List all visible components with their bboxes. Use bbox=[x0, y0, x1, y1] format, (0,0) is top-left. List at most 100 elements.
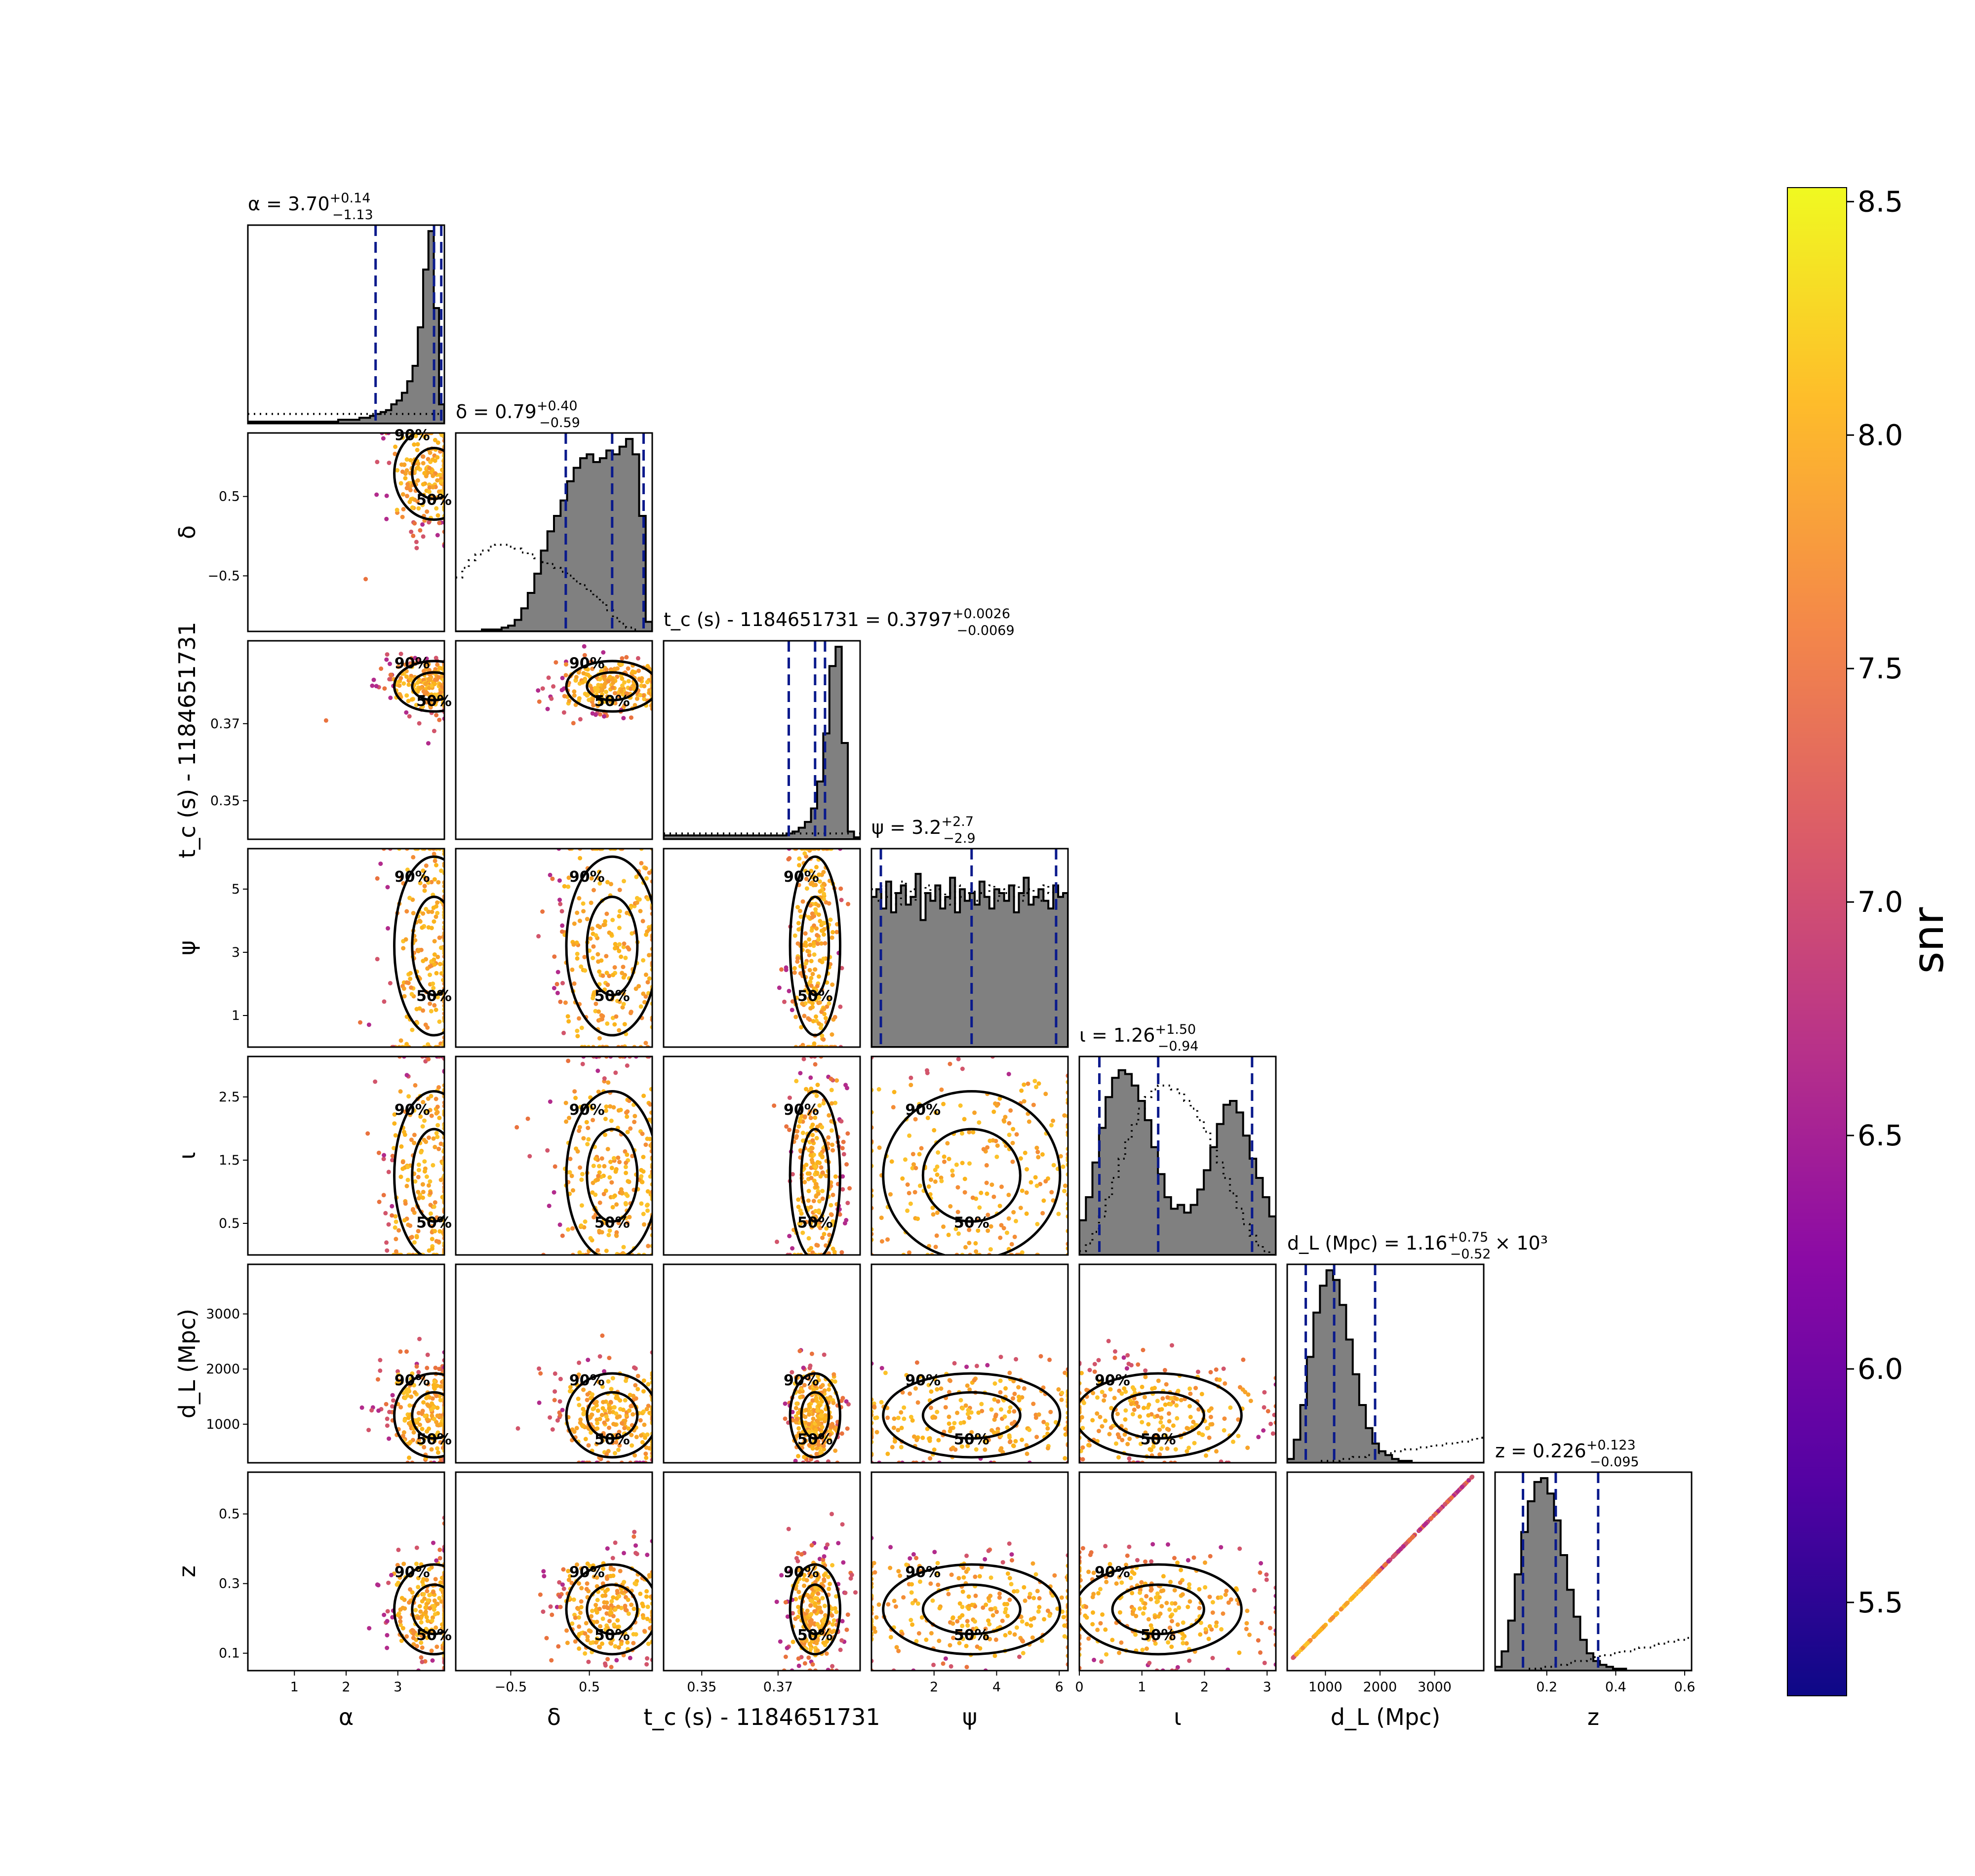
scatter-point bbox=[996, 1399, 1000, 1404]
scatter-point bbox=[941, 1224, 946, 1229]
scatter-point bbox=[802, 1661, 807, 1666]
scatter-point bbox=[994, 1154, 999, 1159]
scatter-point bbox=[430, 1237, 434, 1242]
contour-label-50: 50% bbox=[594, 988, 630, 1005]
scatter-point bbox=[817, 872, 822, 877]
scatter-point bbox=[577, 1125, 582, 1130]
contour-50 bbox=[586, 1583, 639, 1636]
scatter-point bbox=[613, 946, 617, 951]
scatter-point bbox=[926, 1184, 931, 1189]
panel-frame bbox=[870, 1055, 1069, 1256]
scatter-point bbox=[407, 500, 412, 505]
scatter-point bbox=[809, 983, 814, 988]
scatter-point bbox=[561, 1030, 566, 1035]
scatter-point bbox=[560, 675, 565, 680]
scatter-point bbox=[418, 528, 423, 533]
scatter-point bbox=[425, 966, 430, 971]
scatter-point bbox=[891, 1105, 896, 1110]
scatter-point bbox=[642, 1629, 647, 1634]
scatter-point bbox=[553, 1371, 557, 1376]
scatter-point bbox=[622, 1426, 627, 1431]
scatter-point bbox=[841, 1560, 846, 1565]
scatter-point bbox=[814, 1184, 819, 1189]
scatter-point bbox=[538, 1371, 543, 1376]
scatter-point bbox=[1024, 1190, 1029, 1195]
scatter-point bbox=[824, 1173, 829, 1178]
contour-50 bbox=[800, 1583, 830, 1636]
scatter-point bbox=[433, 1366, 438, 1370]
panel-frame bbox=[663, 1471, 861, 1672]
scatter-point bbox=[883, 1370, 888, 1375]
scatter-point bbox=[802, 1454, 807, 1459]
scatter-point bbox=[384, 1240, 389, 1245]
scatter-point bbox=[795, 1129, 800, 1134]
scatter-point bbox=[804, 1163, 809, 1167]
scatter-point bbox=[610, 701, 615, 705]
scatter-point bbox=[421, 689, 426, 694]
scatter-point bbox=[986, 1228, 990, 1233]
scatter-point bbox=[988, 1138, 992, 1143]
scatter-point bbox=[617, 1160, 622, 1165]
scatter-point bbox=[1011, 1443, 1016, 1448]
scatter-point bbox=[644, 1662, 649, 1667]
scatter-point bbox=[634, 874, 639, 879]
scatter-point bbox=[392, 1146, 396, 1151]
scatter-point bbox=[635, 1387, 640, 1392]
scatter-point bbox=[594, 1403, 599, 1408]
contour-label-50: 50% bbox=[954, 1214, 989, 1231]
scatter-point bbox=[434, 713, 439, 718]
scatter-point bbox=[798, 914, 803, 919]
scatter-point bbox=[577, 1360, 582, 1365]
scatter-point bbox=[437, 1019, 442, 1024]
scatter-point bbox=[577, 1403, 582, 1407]
scatter-point bbox=[820, 1155, 825, 1160]
scatter-point bbox=[1199, 1392, 1204, 1397]
scatter-point bbox=[381, 1157, 386, 1162]
scatter-point bbox=[388, 981, 393, 985]
scatter-point bbox=[815, 1419, 820, 1424]
scatter-point bbox=[892, 1416, 897, 1421]
scatter-point bbox=[818, 1174, 823, 1179]
scatter-point bbox=[900, 1176, 905, 1181]
scatter-point bbox=[793, 1015, 798, 1019]
scatter-point bbox=[400, 1160, 405, 1165]
title-suffix: × 10³ bbox=[1495, 1232, 1548, 1254]
scatter-point bbox=[394, 1249, 398, 1254]
scatter-point bbox=[405, 494, 409, 499]
scatter-point bbox=[977, 1120, 982, 1125]
scatter-point bbox=[557, 1580, 562, 1585]
scatter-point bbox=[795, 1551, 800, 1556]
scatter-point bbox=[410, 505, 415, 510]
scatter-point bbox=[401, 986, 406, 991]
scatter-point bbox=[1012, 1632, 1017, 1637]
scatter-point bbox=[829, 1203, 833, 1208]
scatter-point bbox=[430, 909, 434, 914]
scatter-point bbox=[803, 961, 808, 966]
panel-title-delta: δ = 0.79+0.40 −0.59 bbox=[456, 398, 580, 430]
scatter-point bbox=[581, 1407, 586, 1411]
scatter-points bbox=[1079, 1338, 1276, 1463]
scatter-point bbox=[796, 1604, 801, 1609]
scatter-point bbox=[1014, 1218, 1018, 1223]
scatter-point bbox=[632, 1534, 636, 1539]
scatter-point bbox=[815, 1638, 820, 1643]
scatter-point bbox=[433, 859, 437, 863]
scatter-point bbox=[405, 482, 410, 487]
scatter-point bbox=[615, 666, 620, 671]
scatter-point bbox=[634, 696, 639, 701]
scatter-point bbox=[437, 1115, 442, 1120]
scatter-point bbox=[933, 1179, 938, 1184]
scatter-point bbox=[1001, 1226, 1006, 1231]
scatter-point bbox=[401, 1562, 406, 1566]
scatter-point bbox=[593, 1156, 598, 1161]
scatter-point bbox=[589, 876, 594, 881]
contour-label-50: 50% bbox=[594, 1214, 630, 1231]
scatter-point bbox=[815, 1622, 820, 1627]
scatter-point bbox=[1136, 1404, 1141, 1409]
scatter-point bbox=[390, 1154, 395, 1158]
scatter-point bbox=[953, 1226, 958, 1231]
contour-90 bbox=[1079, 1372, 1243, 1459]
scatter-point bbox=[1095, 1411, 1100, 1416]
scatter-point bbox=[803, 1001, 808, 1006]
scatter-point bbox=[421, 868, 426, 873]
